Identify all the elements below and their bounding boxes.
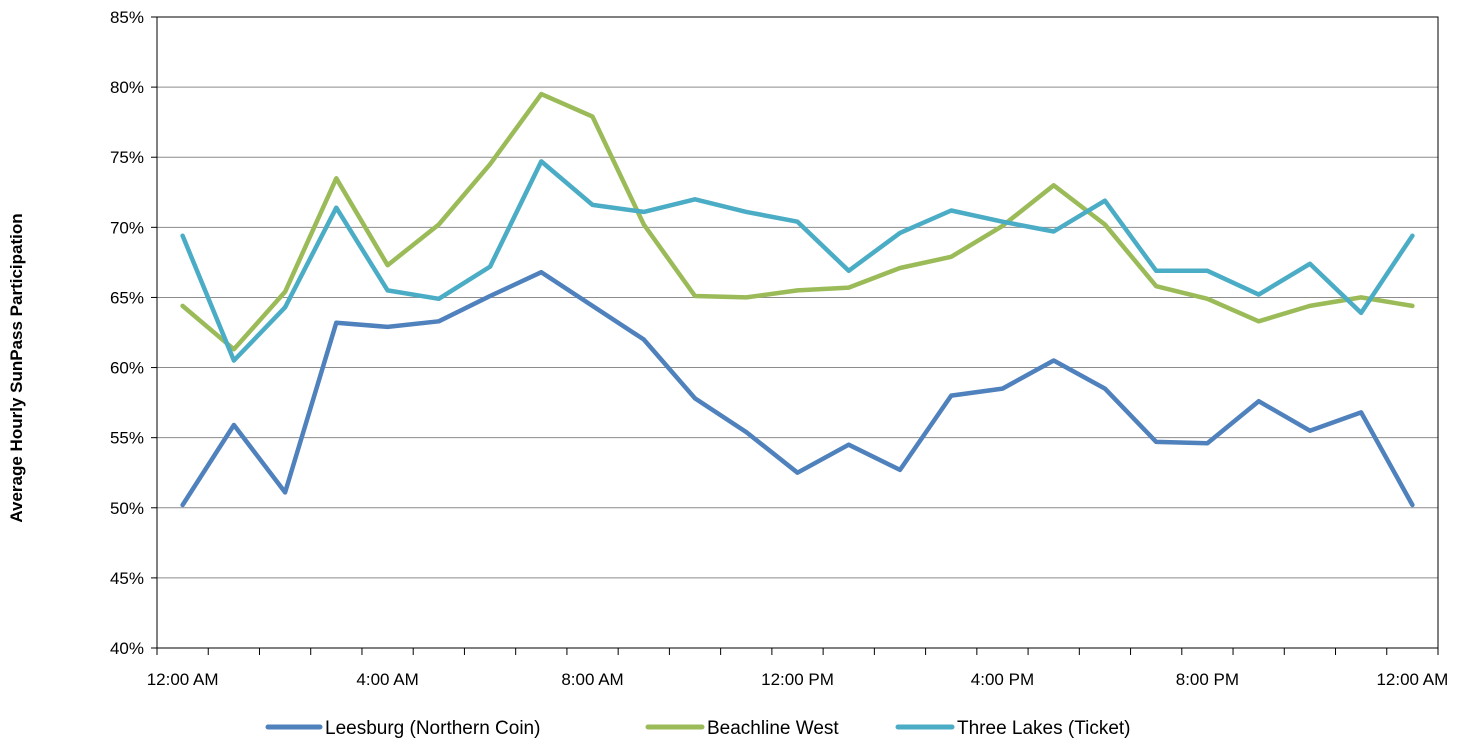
- y-tick-label: 85%: [110, 8, 144, 27]
- y-tick-label: 60%: [110, 359, 144, 378]
- x-tick-label: 12:00 PM: [761, 670, 834, 689]
- x-tick-label: 8:00 PM: [1176, 670, 1239, 689]
- legend: Leesburg (Northern Coin) Beachline West Th…: [265, 718, 1131, 739]
- gridlines: [157, 16, 1438, 579]
- axes: 40% 45% 50% 55% 60% 65% 70% 75% 80% 85% 12:00 AM 4:…: [110, 8, 1448, 689]
- y-tick-label: 65%: [110, 288, 144, 307]
- x-tick-label: 12:00 AM: [147, 670, 219, 689]
- series-line: [180, 269, 1415, 508]
- legend-label: Three Lakes (Ticket): [957, 718, 1131, 739]
- series-lines: [180, 91, 1415, 508]
- legend-label: Leesburg (Northern Coin): [325, 718, 540, 739]
- y-tick-label: 75%: [110, 148, 144, 167]
- y-tick-label: 55%: [110, 429, 144, 448]
- y-tick-label: 50%: [110, 499, 144, 518]
- x-tick-label: 8:00 AM: [561, 670, 623, 689]
- x-tick-label: 4:00 AM: [356, 670, 418, 689]
- legend-label: Beachline West: [707, 718, 839, 739]
- y-tick-label: 80%: [110, 78, 144, 97]
- y-tick-label: 45%: [110, 569, 144, 588]
- x-tick-label: 12:00 AM: [1376, 670, 1448, 689]
- y-axis-title: Average Hourly SunPass Participation: [7, 213, 26, 522]
- plot-area-border: [156, 16, 1439, 649]
- x-tick-label: 4:00 PM: [971, 670, 1034, 689]
- y-tick-label: 70%: [110, 218, 144, 237]
- series-line: [180, 159, 1415, 363]
- series-line: [180, 91, 1415, 352]
- y-tick-label: 40%: [110, 639, 144, 658]
